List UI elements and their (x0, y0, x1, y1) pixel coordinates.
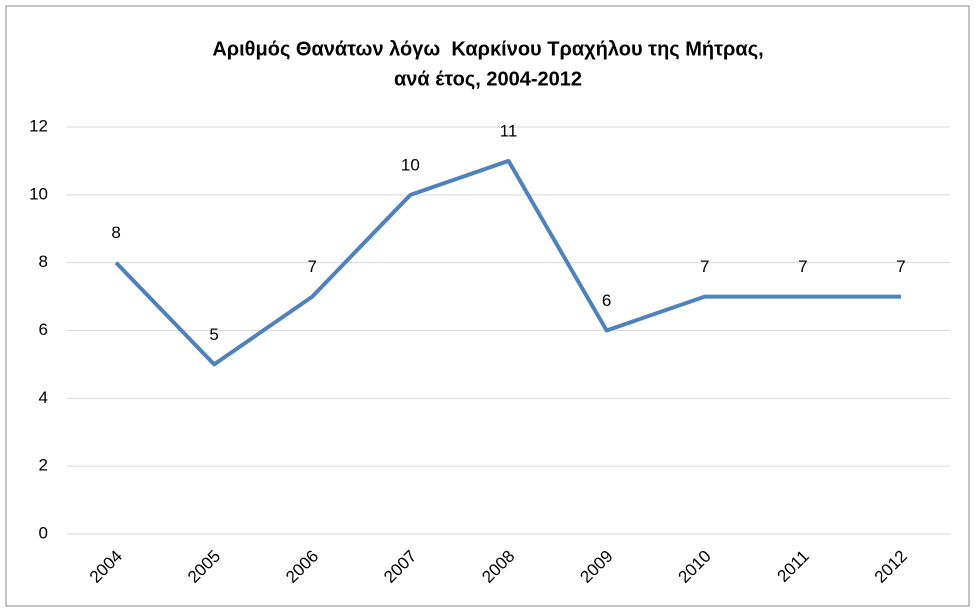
data-label: 6 (602, 291, 611, 310)
y-tick-label: 0 (39, 523, 48, 542)
data-label: 10 (401, 155, 420, 174)
data-label: 7 (308, 257, 317, 276)
chart-title: ανά έτος, 2004-2012 (394, 68, 582, 90)
data-label: 11 (500, 121, 518, 140)
line (114, 158, 901, 367)
data-label: 7 (896, 257, 905, 276)
y-tick-label: 6 (39, 320, 48, 339)
data-label: 7 (798, 257, 807, 276)
y-tick-label: 8 (39, 252, 48, 271)
data-label: 8 (111, 223, 120, 242)
data-label: 5 (209, 325, 218, 344)
y-tick-label: 10 (29, 184, 48, 203)
chart-title: Αριθμός Θανάτων λόγω Καρκίνου Τραχήλου τ… (212, 38, 763, 60)
y-tick-label: 2 (39, 456, 48, 475)
data-label: 7 (700, 257, 709, 276)
y-tick-label: 4 (39, 388, 48, 407)
y-tick-label: 12 (29, 116, 48, 135)
chart-border (5, 5, 970, 607)
